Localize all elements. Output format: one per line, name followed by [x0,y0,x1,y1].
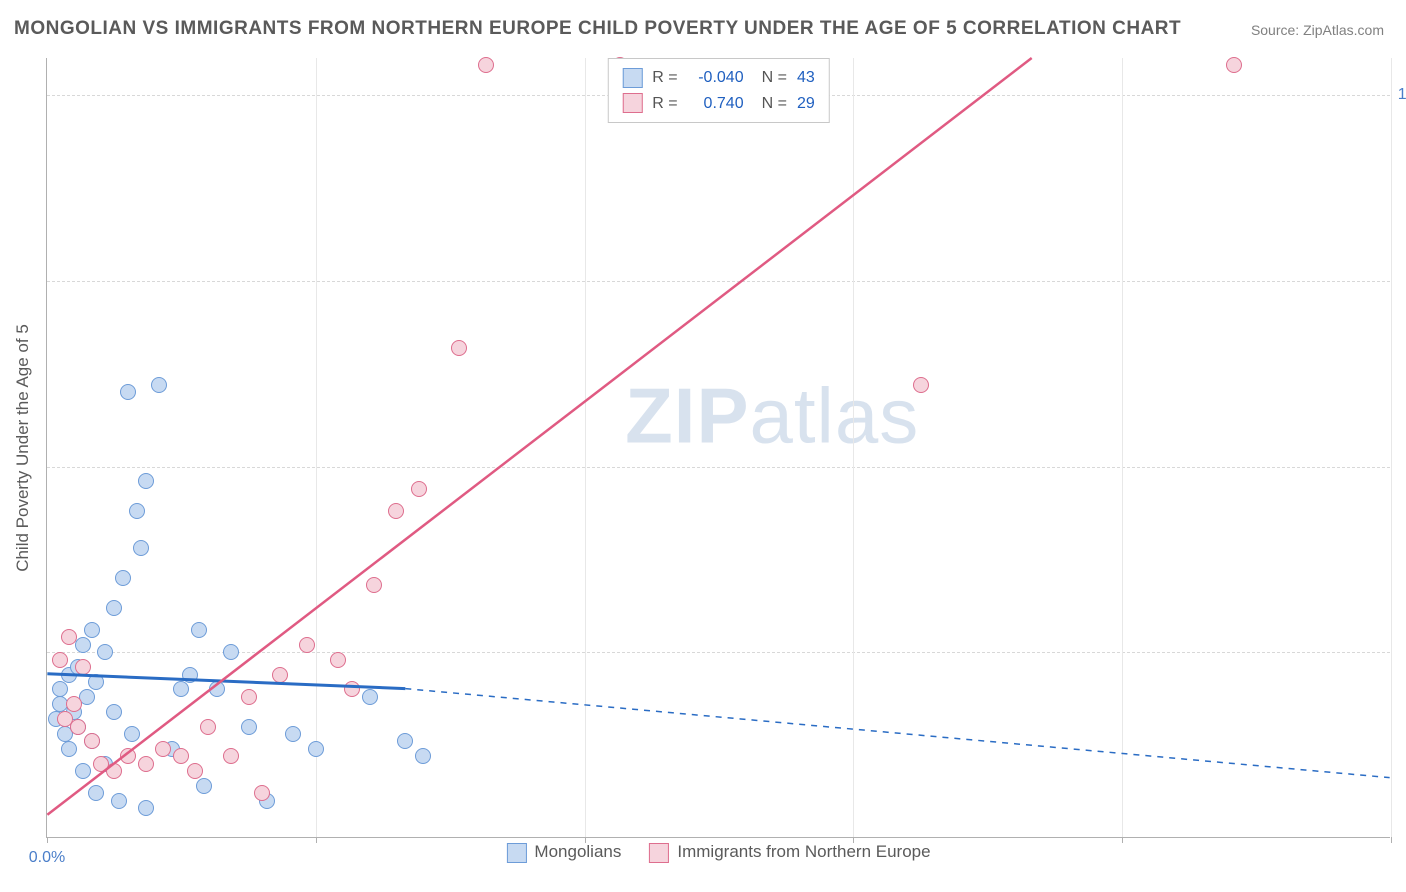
gridline [1391,58,1392,837]
trend-lines-layer [47,58,1390,837]
legend-swatch-blue-icon [506,843,526,863]
legend-row-mongolians: R = -0.040 N = 43 [622,65,814,91]
x-tick-label: 0.0% [29,849,65,867]
legend-swatch-blue [622,68,642,88]
n-value-immigrants: 29 [797,91,815,117]
r-value-immigrants: 0.740 [688,91,744,117]
x-tick [585,837,586,843]
series-legend: Mongolians Immigrants from Northern Euro… [506,842,930,863]
legend-row-immigrants: R = 0.740 N = 29 [622,91,814,117]
x-tick [47,837,48,843]
y-tick-label: 100.0% [1398,86,1406,104]
x-tick [1391,837,1392,843]
r-value-mongolians: -0.040 [688,65,744,91]
x-tick [316,837,317,843]
legend-swatch-pink-icon [649,843,669,863]
y-axis-title: Child Poverty Under the Age of 5 [13,324,33,572]
legend-item-immigrants: Immigrants from Northern Europe [649,842,930,863]
x-tick [1122,837,1123,843]
n-value-mongolians: 43 [797,65,815,91]
legend-item-mongolians: Mongolians [506,842,621,863]
x-tick [853,837,854,843]
source-label: Source: ZipAtlas.com [1251,22,1384,38]
chart-area: ZIPatlas Child Poverty Under the Age of … [46,58,1390,838]
legend-swatch-pink [622,93,642,113]
correlation-legend: R = -0.040 N = 43 R = 0.740 N = 29 [607,58,829,123]
chart-title: MONGOLIAN VS IMMIGRANTS FROM NORTHERN EU… [14,18,1181,40]
